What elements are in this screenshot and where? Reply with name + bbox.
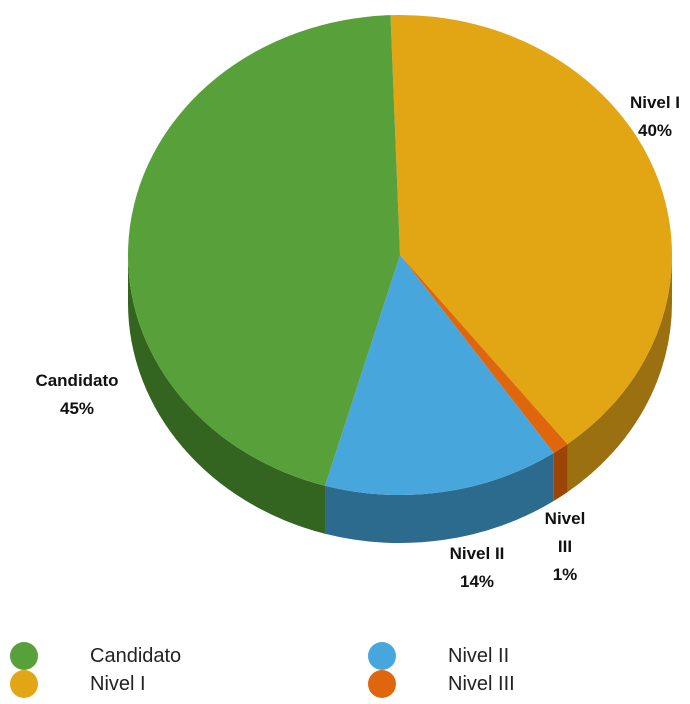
data-label-percent: 1% <box>553 565 578 584</box>
legend-swatch-nivel-iii <box>368 670 396 698</box>
data-label-name: III <box>558 537 572 556</box>
legend-label-nivel-iii: Nivel III <box>448 672 515 695</box>
data-label-percent: 45% <box>60 399 94 418</box>
data-label-candidato: Candidato 45% <box>35 371 118 418</box>
data-label-nivel-iii: Nivel III 1% <box>545 509 586 584</box>
data-label-name: Nivel <box>545 509 586 528</box>
pie-slice-candidato <box>127 15 400 486</box>
pie-chart: Nivel I 40% Nivel III 1% Nivel II 14% Candidato… <box>35 15 680 591</box>
pie-slice-nivel-ii <box>325 255 554 495</box>
data-label-nivel-i: Nivel I 40% <box>630 93 680 140</box>
legend-label-nivel-i: Nivel I <box>90 672 146 695</box>
data-label-percent: 14% <box>460 572 494 591</box>
legend-item-nivel-i: Nivel I <box>10 670 146 698</box>
legend-swatch-nivel-i <box>10 670 38 698</box>
pie-side-nivel-ii <box>325 453 554 543</box>
legend-label-nivel-ii: Nivel II <box>448 644 510 667</box>
pie-side-nivel-i <box>567 255 672 493</box>
pie-side-nivel-iii <box>553 444 568 502</box>
legend-item-nivel-ii: Nivel II <box>368 642 510 670</box>
pie-side-candidato <box>128 255 326 534</box>
legend-item-nivel-iii: Nivel III <box>368 670 515 698</box>
legend: Candidato Nivel II Nivel I Nivel III <box>0 640 690 704</box>
legend-swatch-nivel-ii <box>368 642 396 670</box>
pie-slice-nivel-iii <box>400 255 568 454</box>
data-label-name: Nivel I <box>630 93 680 112</box>
data-label-name: Nivel II <box>450 544 505 563</box>
legend-swatch-candidato <box>10 642 38 670</box>
data-label-nivel-ii: Nivel II 14% <box>450 544 505 591</box>
legend-label-candidato: Candidato <box>90 644 182 667</box>
data-label-name: Candidato <box>35 371 118 390</box>
pie-slice-nivel-i <box>390 15 672 445</box>
legend-item-candidato: Candidato <box>10 642 182 670</box>
data-label-percent: 40% <box>638 121 672 140</box>
